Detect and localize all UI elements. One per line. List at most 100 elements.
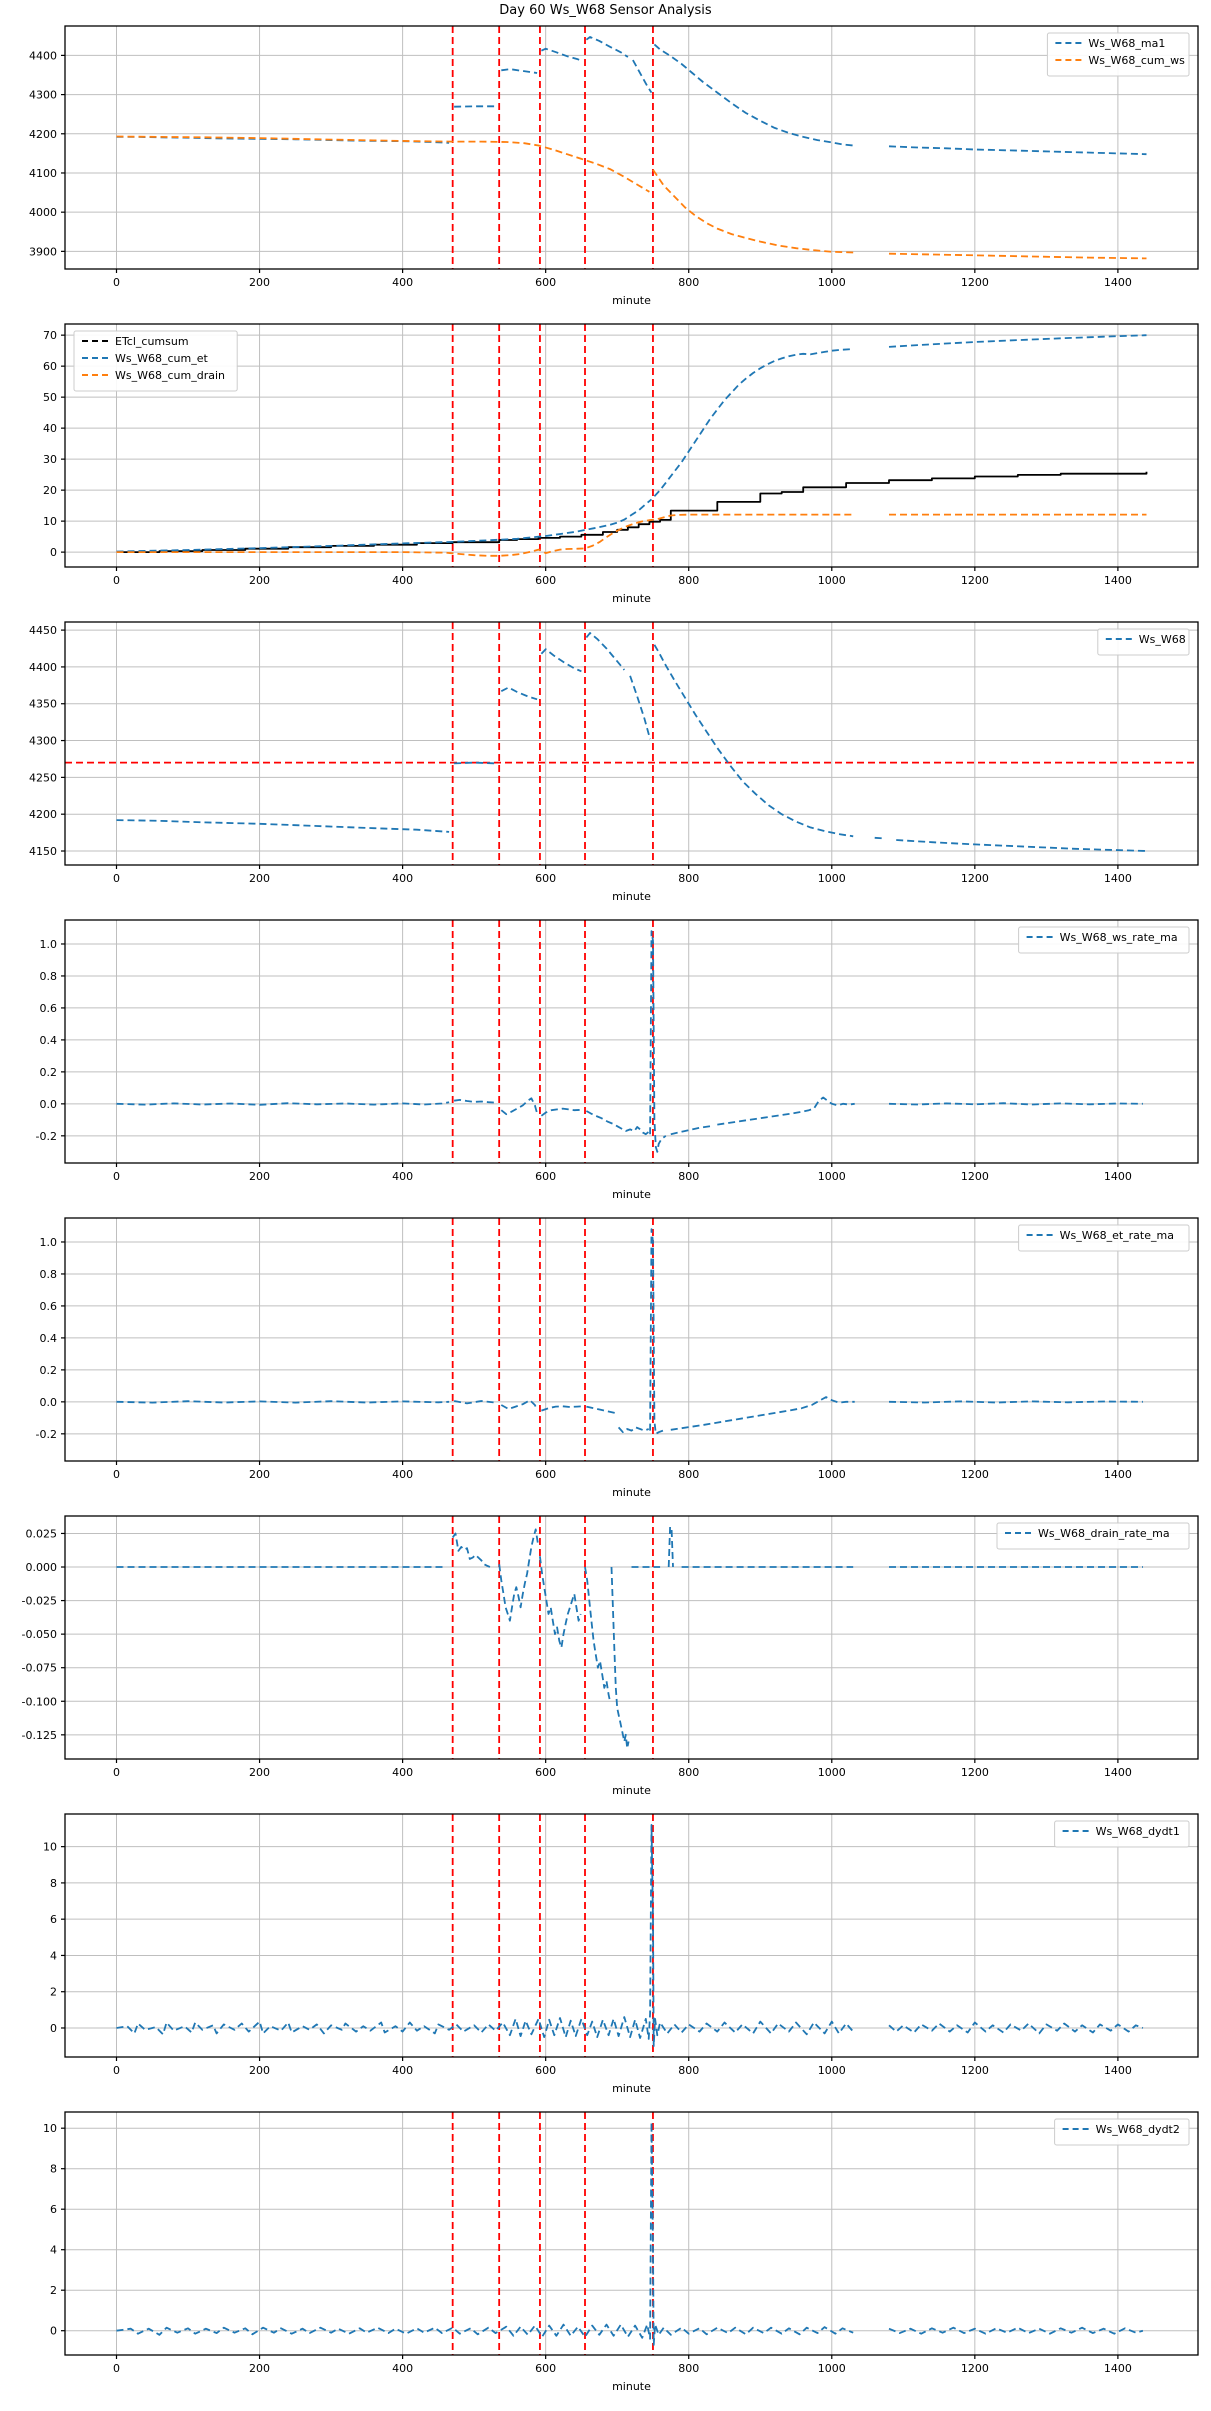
legend-label: Ws_W68_ma1 (1088, 37, 1165, 50)
series-Ws_W68_cum_et (116, 334, 1147, 553)
y-tick-label: 0.6 (40, 1002, 58, 1015)
y-tick-label: 4400 (29, 49, 57, 62)
series-Ws_W68_cum_drain (116, 513, 1147, 557)
legend-label: Ws_W68_dydt1 (1096, 1825, 1180, 1838)
x-tick-label: 400 (392, 574, 413, 587)
x-tick-label: 0 (113, 574, 120, 587)
series-Ws_W68_ws_rate_ma (116, 930, 1143, 1153)
legend: Ws_W68_dydt2 (1054, 2118, 1190, 2146)
y-tick-label: 8 (50, 2163, 57, 2176)
y-tick-label: 6 (50, 2203, 57, 2216)
plot-area (65, 2112, 1198, 2355)
y-tick-label: 4300 (29, 89, 57, 102)
x-tick-label: 400 (392, 872, 413, 885)
y-tick-label: 4250 (29, 771, 57, 784)
subplot-2: 0 200 400 600 800 1000 1200 1400 0 10 20 30 40 50 60 70… (43, 323, 1199, 605)
x-tick-label: 200 (249, 872, 270, 885)
plot-area (65, 920, 1198, 1163)
y-tick-label: 3900 (29, 245, 57, 258)
series-Ws_W68_dydt2 (116, 2121, 1144, 2346)
y-tick-label: 0 (50, 2325, 57, 2338)
y-tick-label: 0.2 (40, 1066, 58, 1079)
x-tick-label: 800 (678, 574, 699, 587)
x-tick-label: 0 (113, 1766, 120, 1779)
legend-label: Ws_W68 (1139, 633, 1186, 646)
x-tick-label: 800 (678, 276, 699, 289)
y-tick-label: 4 (50, 1949, 57, 1962)
axes-spine (64, 25, 1199, 270)
y-tick-label: -0.2 (36, 1428, 57, 1441)
y-tick-label: -0.100 (22, 1695, 57, 1708)
x-tick-label: 1200 (961, 574, 989, 587)
plot-area (65, 1516, 1198, 1759)
x-tick-label: 200 (249, 276, 270, 289)
x-tick-label: 800 (678, 1468, 699, 1481)
x-tick-label: 800 (678, 2362, 699, 2375)
x-tick-label: 200 (249, 2064, 270, 2077)
legend-box (1018, 926, 1190, 954)
y-tick-label: 10 (43, 1841, 57, 1854)
y-tick-label: 0.8 (40, 1268, 58, 1281)
y-tick-label: 4200 (29, 128, 57, 141)
legend-box (1097, 628, 1190, 656)
axes-spine (64, 1217, 1199, 1462)
series-Ws_W68_drain_rate_ma (116, 1525, 1143, 1750)
y-tick-label: 4300 (29, 735, 57, 748)
legend: Ws_W68_et_rate_ma (1018, 1224, 1190, 1252)
x-tick-label: 1200 (961, 2362, 989, 2375)
x-tick-label: 400 (392, 1468, 413, 1481)
legend-label: Ws_W68_dydt2 (1096, 2123, 1180, 2136)
x-tick-label: 0 (113, 1170, 120, 1183)
y-tick-label: 20 (43, 484, 57, 497)
x-tick-label: 1000 (818, 1170, 846, 1183)
subplot-4: 0 200 400 600 800 1000 1200 1400 -0.2 0.0 0.2 0.4 0.… (36, 919, 1199, 1201)
axes-spine (64, 1813, 1199, 2058)
legend-box (1054, 2118, 1190, 2146)
y-tick-label: 2 (50, 2284, 57, 2297)
y-tick-label: 4100 (29, 167, 57, 180)
x-tick-label: 0 (113, 2362, 120, 2375)
y-tick-label: 4000 (29, 206, 57, 219)
axes-spine (64, 1515, 1199, 1760)
series-Ws_W68_et_rate_ma (116, 1228, 1143, 1435)
series-Ws_W68 (116, 632, 1147, 852)
subplot-3: 0 200 400 600 800 1000 1200 1400 4150 4200 4250 430… (29, 621, 1199, 903)
series-Ws_W68_cum_ws (116, 135, 1147, 260)
y-tick-label: 0.4 (40, 1034, 58, 1047)
x-tick-label: 600 (535, 1468, 556, 1481)
legend: Ws_W68_dydt1 (1054, 1820, 1190, 1848)
x-tick-label: 600 (535, 574, 556, 587)
y-tick-label: 0 (50, 546, 57, 559)
x-tick-label: 1200 (961, 1766, 989, 1779)
axes-spine (64, 919, 1199, 1164)
y-tick-label: 10 (43, 515, 57, 528)
y-tick-label: 0.0 (40, 1098, 58, 1111)
axes-spine (64, 323, 1199, 568)
x-tick-label: 1400 (1104, 872, 1132, 885)
subplot-5: 0 200 400 600 800 1000 1200 1400 -0.2 0.0 0.2 0.4 0.… (36, 1217, 1199, 1499)
y-tick-label: 4350 (29, 698, 57, 711)
y-tick-label: 10 (43, 2122, 57, 2135)
x-tick-label: 800 (678, 2064, 699, 2077)
subplot-6: 0 200 400 600 800 1000 1200 1400 0.025 0.000 -0.02… (22, 1515, 1199, 1797)
x-tick-label: 400 (392, 2064, 413, 2077)
y-tick-label: -0.025 (22, 1595, 57, 1608)
y-tick-label: 40 (43, 422, 57, 435)
legend-label: Ws_W68_cum_ws (1088, 54, 1185, 67)
x-tick-label: 1000 (818, 1766, 846, 1779)
y-tick-label: 0.025 (26, 1527, 58, 1540)
y-tick-label: 6 (50, 1913, 57, 1926)
plot-area (65, 622, 1198, 865)
y-tick-label: 0.0 (40, 1396, 58, 1409)
axes-spine (64, 2111, 1199, 2356)
y-tick-label: -0.125 (22, 1729, 57, 1742)
y-tick-label: 4200 (29, 808, 57, 821)
x-tick-label: 400 (392, 1170, 413, 1183)
y-tick-label: 4150 (29, 845, 57, 858)
x-tick-label: 1000 (818, 872, 846, 885)
x-tick-label: 200 (249, 1170, 270, 1183)
x-tick-label: 1000 (818, 1468, 846, 1481)
legend-label: Ws_W68_drain_rate_ma (1038, 1527, 1170, 1540)
x-tick-label: 1200 (961, 1170, 989, 1183)
